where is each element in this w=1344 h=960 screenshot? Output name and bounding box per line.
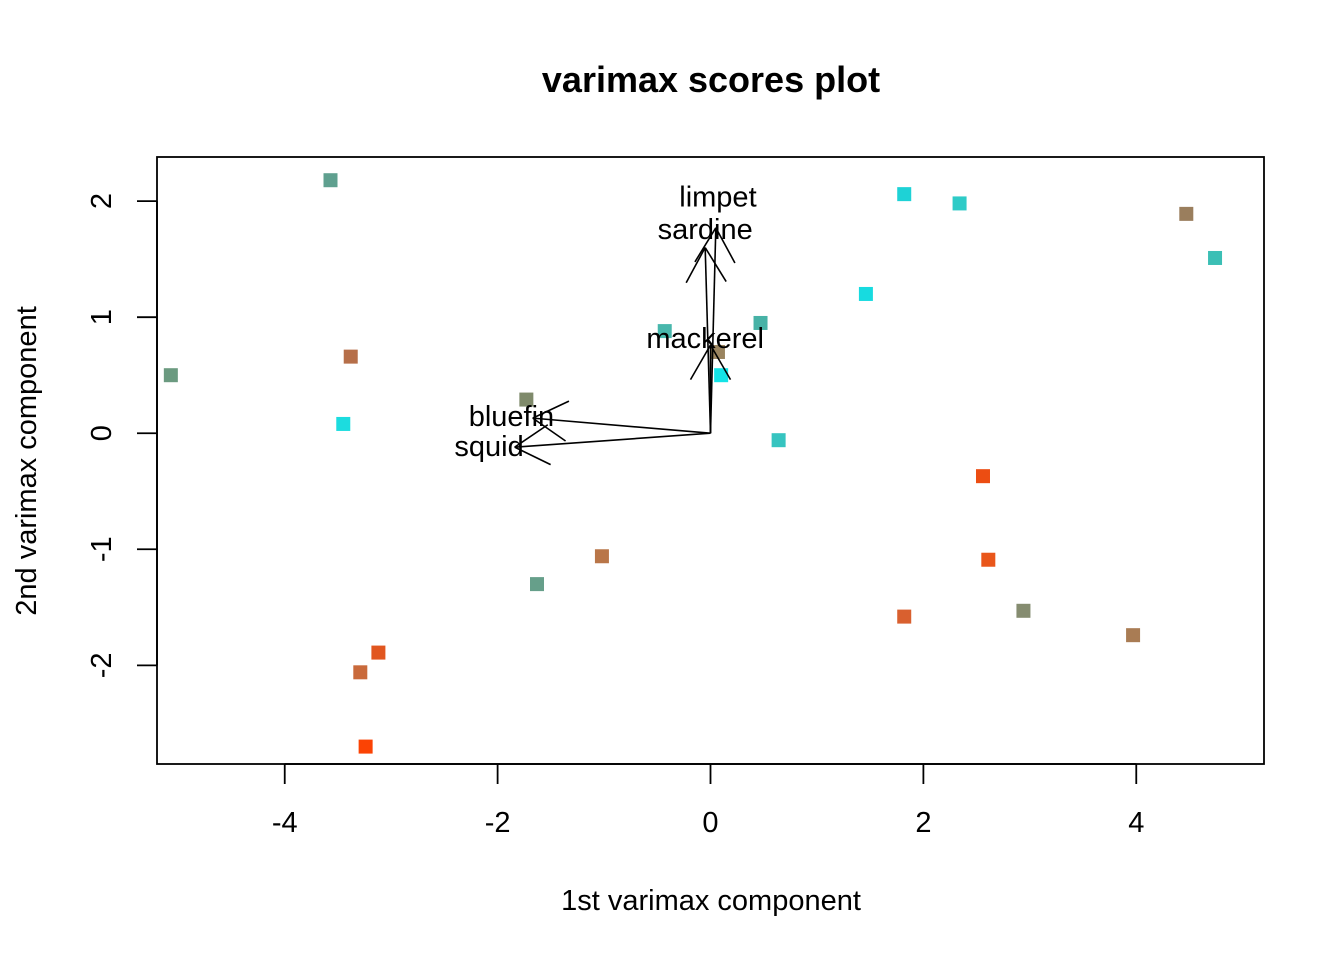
score-point (343, 349, 358, 364)
score-point (897, 609, 912, 624)
score-point (710, 344, 725, 359)
y-axis-label: 2nd varimax component (11, 306, 43, 616)
loading-vectors (514, 227, 736, 466)
score-point (519, 392, 534, 407)
score-point (897, 187, 912, 202)
y-tick-label: 2 (86, 193, 118, 209)
y-axis: -2 -1 0 1 2 (86, 193, 158, 678)
score-point (1208, 250, 1223, 265)
vector-label-squid: squid (454, 431, 523, 463)
x-axis: -4 -2 0 2 4 (272, 763, 1144, 839)
score-point (981, 552, 996, 567)
x-tick-label: 2 (915, 807, 931, 839)
vector-sardine (685, 247, 727, 434)
vector-label-mackerel: mackerel (646, 323, 764, 355)
score-point (657, 324, 672, 339)
score-point (714, 368, 729, 383)
score-point (163, 368, 178, 383)
x-axis-label: 1st varimax component (561, 885, 861, 917)
y-tick-label: -2 (86, 652, 118, 678)
x-tick-label: -4 (272, 807, 298, 839)
score-point (323, 173, 338, 188)
vector-label-sardine: sardine (658, 214, 753, 246)
vector-squid (514, 424, 711, 466)
plot-frame (156, 156, 1265, 765)
score-point (1016, 603, 1031, 618)
score-point (371, 645, 386, 660)
vector-mackerel (689, 344, 732, 434)
score-point (358, 739, 373, 754)
score-point (1126, 628, 1141, 643)
score-point (975, 469, 990, 484)
y-tick-label: 0 (86, 425, 118, 441)
vector-label-bluefin: bluefin (469, 401, 554, 433)
score-point (858, 286, 873, 301)
score-point (594, 549, 609, 564)
x-tick-label: -2 (485, 807, 511, 839)
x-tick-label: 0 (702, 807, 718, 839)
score-point (771, 433, 786, 448)
chart-title: varimax scores plot (542, 59, 880, 100)
score-point (1179, 206, 1194, 221)
vector-label-limpet: limpet (679, 182, 756, 214)
score-point (336, 416, 351, 431)
score-point (952, 196, 967, 211)
vector-bluefin (532, 400, 711, 442)
y-tick-label: -1 (86, 536, 118, 562)
score-points (163, 173, 1223, 754)
score-point (353, 665, 368, 680)
score-point (753, 315, 768, 330)
y-tick-label: 1 (86, 309, 118, 325)
x-tick-label: 4 (1128, 807, 1144, 839)
score-point (529, 577, 544, 592)
